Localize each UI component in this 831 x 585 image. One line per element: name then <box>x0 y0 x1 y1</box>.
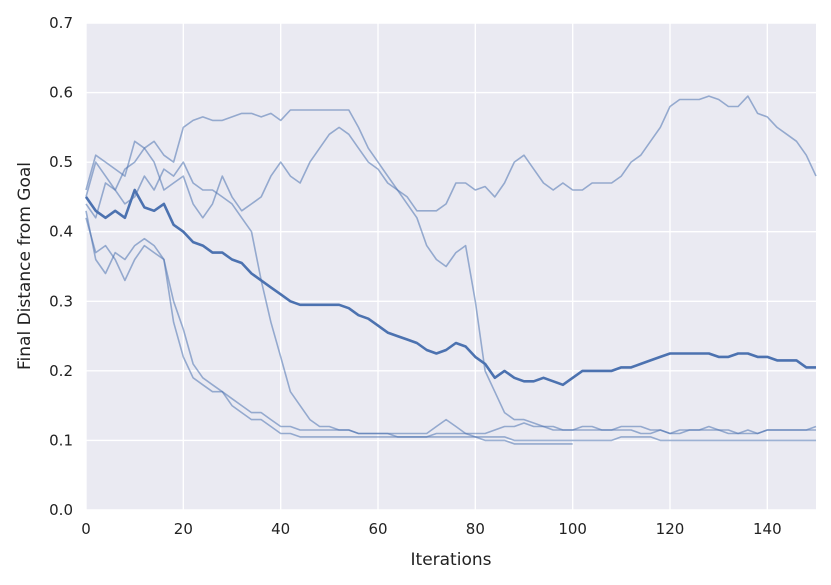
mean-series-line <box>84 188 816 387</box>
y-tick-label: 0.6 <box>49 84 73 102</box>
x-tick-label: 40 <box>271 520 290 538</box>
y-axis-ticks: 0.0 0.1 0.2 0.3 0.4 0.5 0.6 0.7 <box>49 14 73 519</box>
y-tick-label: 0.5 <box>49 153 73 171</box>
x-tick-label: 60 <box>368 520 387 538</box>
x-tick-label: 20 <box>174 520 193 538</box>
y-tick-label: 0.1 <box>49 431 73 449</box>
x-tick-label: 80 <box>466 520 485 538</box>
x-tick-label: 120 <box>656 520 685 538</box>
plot-area <box>86 23 816 510</box>
run-series-line-4 <box>85 217 816 442</box>
x-tick-label: 0 <box>81 520 91 538</box>
run-series-line-5 <box>85 210 816 435</box>
y-tick-label: 0.4 <box>49 223 73 241</box>
series-lines <box>84 95 817 445</box>
x-tick-label: 140 <box>753 520 782 538</box>
y-axis-label: Final Distance from Goal <box>15 162 35 370</box>
run-series-line-1 <box>85 95 817 212</box>
y-tick-label: 0.0 <box>49 501 73 519</box>
y-tick-label: 0.3 <box>49 292 73 310</box>
x-tick-label: 100 <box>558 520 587 538</box>
y-tick-label: 0.2 <box>49 362 73 380</box>
x-axis-label: Iterations <box>411 550 492 570</box>
run-series-line-3 <box>85 161 573 445</box>
x-axis-ticks: 0 20 40 60 80 100 120 140 <box>81 520 781 538</box>
y-tick-label: 0.7 <box>49 14 73 32</box>
